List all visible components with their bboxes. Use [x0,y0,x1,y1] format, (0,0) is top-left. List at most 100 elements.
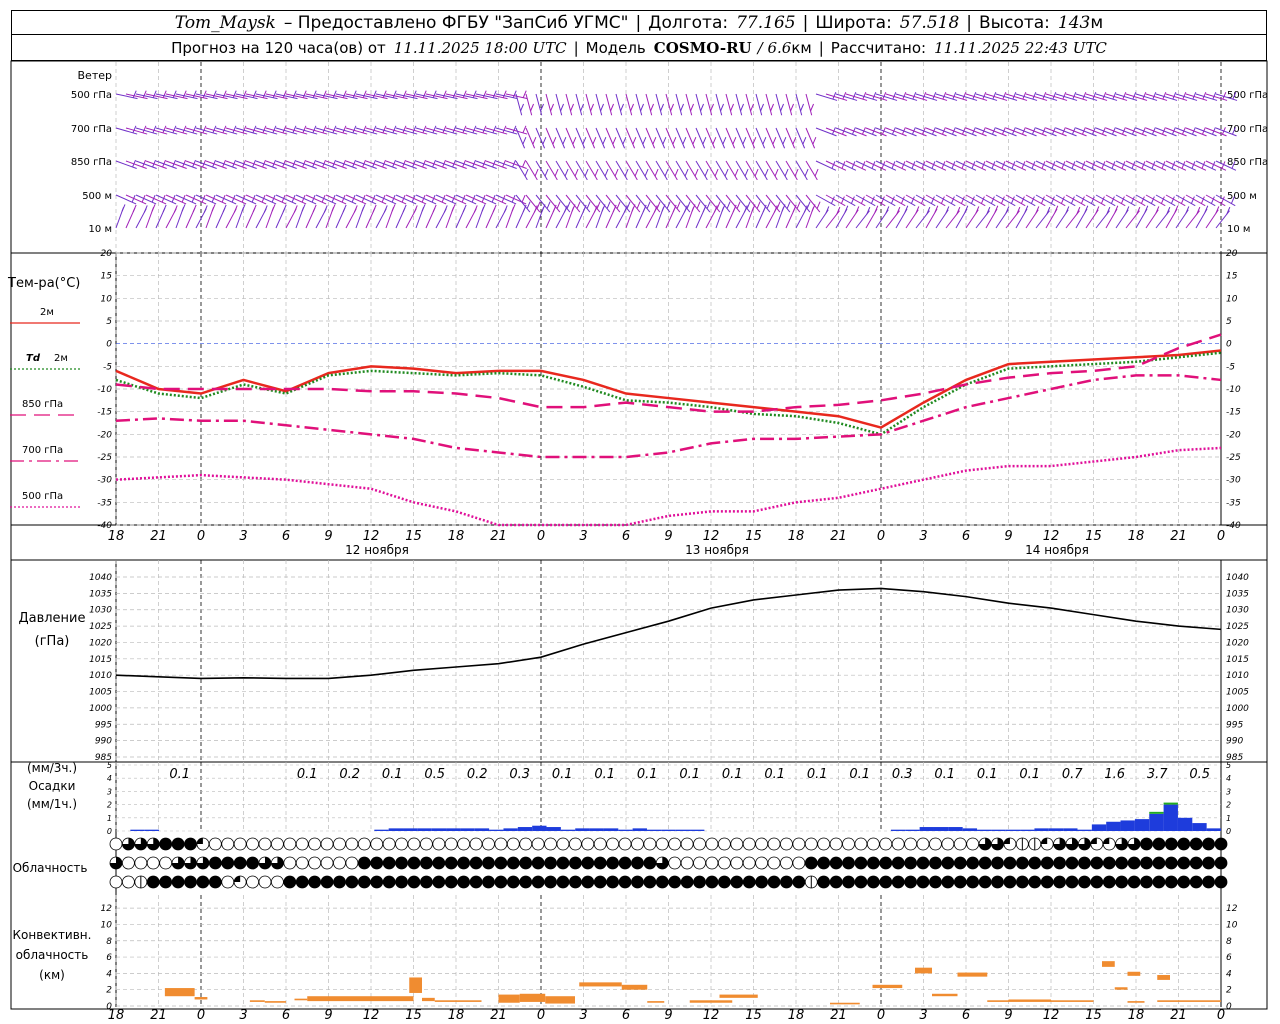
wind-barb-feather [710,103,715,112]
wind-barb [995,93,1018,101]
wind-barb [275,194,297,205]
wind-barb-feather [432,204,437,213]
precip-tick-label: 5 [107,761,112,770]
cloud-cover-mark [172,857,185,870]
wind-barb-feather [606,201,611,209]
wind-barb-feather [412,90,417,98]
precip-bar [575,828,590,831]
wind-barb-feather [452,90,457,98]
cloud-cover-symbol [668,875,682,889]
wind-barb [1035,93,1058,101]
time-tick-label: 12 [703,529,720,544]
wind-barb [1195,194,1216,207]
wind-barb [1135,160,1157,171]
wind-barb [1085,127,1107,137]
cloud-cover-symbol [780,875,793,889]
cloud-cover-symbol [767,837,781,851]
wind-barb-feather [372,204,377,213]
cloud-cover-symbol [693,837,706,851]
wind-barb [1145,93,1168,101]
wind-barb [805,194,821,213]
wind-barb-feather [656,201,661,209]
cloud-cover-symbol [395,856,408,870]
time-tick-label: 0 [197,529,205,544]
wind-barb [355,160,377,169]
wind-barb [255,194,277,205]
wind-barb [1135,127,1157,137]
wind-barb [1185,127,1207,137]
wind-barb [1185,194,1206,207]
cloud-cover-symbol [345,856,359,870]
wind-barb-feather [1150,196,1155,204]
convective-tick-label: 12 [101,904,113,914]
cloud-cover-symbol [730,875,744,889]
wind-barb [1125,127,1147,137]
separator: | [802,12,809,33]
convective-cloud-bar [434,1000,482,1002]
wind-barb-feather [1072,91,1077,100]
pressure-tick-label: 1010 [89,671,112,681]
convective-tick-label-right: 10 [1226,920,1238,930]
wind-barb [1015,160,1037,171]
wind-barb [175,194,197,205]
wind-barb [825,160,847,171]
wind-barb [615,194,631,213]
wind-barb [535,194,551,213]
wind-barb-feather [512,90,517,98]
wind-barb-feather [852,91,857,100]
cloud-cover-mark [258,857,271,870]
wind-barb-feather [580,103,585,112]
convective-cloud-bar [264,1001,286,1003]
wind-barb [745,93,753,116]
wind-barb-feather [372,90,377,98]
convective-cloud-bar [1127,971,1141,976]
wind-barb [115,127,138,135]
cloud-cover-symbol [246,837,259,851]
temp-tick-label-right: -20 [1226,430,1241,440]
cloud-cover-symbol [271,875,284,889]
wind-barb-feather [1110,196,1115,204]
cloud-cover-symbol [544,837,557,851]
cloud-cover-symbol [221,856,235,870]
wind-barb-feather [631,204,636,212]
temp-tick-label: 15 [101,272,113,282]
wind-barb [425,160,447,169]
wind-barb-feather [203,205,208,213]
wind-barb-feather [292,90,297,98]
wind-barb-feather [746,201,751,209]
wind-barb [1035,127,1057,137]
precip-3h-label: 0.1 [382,767,403,782]
wind-barb [165,160,187,169]
wind-barb-feather [676,201,681,209]
wind-barb [275,127,298,135]
temp-legend-prefix: Td [26,353,41,364]
cloud-cover-symbol [1140,837,1153,851]
cloud-cover-symbol [792,875,806,889]
wind-barb [815,127,837,137]
wind-barb-feather [323,205,328,213]
cloud-cover-symbol [991,875,1004,889]
convective-tick-label: 6 [106,953,112,963]
temp-tick-label-right: -25 [1226,453,1241,463]
precip-bar [431,828,447,831]
cloud-cover-symbol [767,875,781,889]
wind-barb-feather [892,91,897,100]
wind-barb-feather [713,205,718,213]
wind-barb-feather [560,103,565,112]
precip-bar [403,828,418,831]
wind-barb [775,194,791,213]
wind-barb [1055,194,1076,207]
wind-barb [1085,160,1107,171]
wind-level-label-right: 500 гПа [1227,90,1268,101]
precip-tick-label-right: 0 [1226,827,1231,836]
wind-barb-feather [534,168,539,177]
time-tick-label-bottom: 12 [1043,1008,1060,1023]
wind-barb [395,160,417,169]
temp-legend-label: 850 гПа [22,399,63,410]
precip-bar [1177,817,1193,831]
cloud-cover-symbol [506,875,520,889]
wind-barb [1025,93,1048,101]
wind-barb [235,127,258,135]
cloud-cover-symbol [978,856,992,870]
wind-barb-feather [162,125,167,134]
